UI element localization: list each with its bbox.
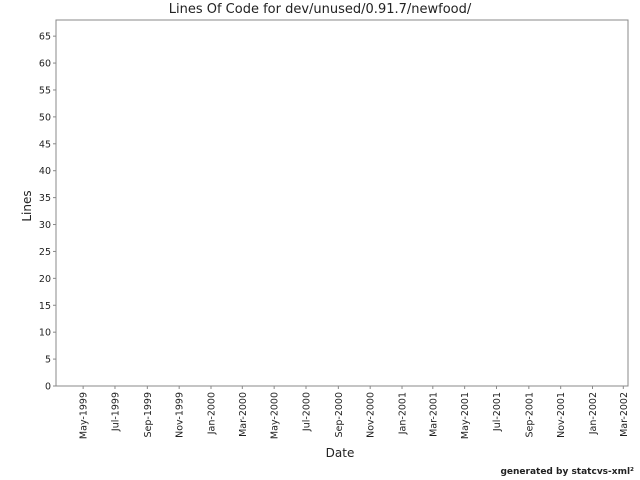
x-tick-label: Jan-2001 [398, 392, 409, 435]
y-axis-title: Lines [20, 190, 34, 221]
x-tick-label: Mar-2001 [428, 392, 439, 437]
y-tick-label: 65 [39, 32, 51, 43]
y-tick-label: 30 [39, 220, 51, 231]
y-tick-label: 5 [45, 355, 51, 366]
x-tick-label: Mar-2002 [619, 392, 630, 437]
x-tick-label: Jan-2000 [207, 392, 218, 435]
x-tick-label: Nov-1999 [175, 392, 186, 438]
footer-credit: generated by statcvs-xml² [500, 467, 634, 477]
x-axis-ticks: May-1999 Jul-1999 Sep-1999 Nov-1999 Jan-2000… [79, 386, 630, 439]
y-tick-label: 0 [45, 382, 51, 393]
x-tick-label: Jul-1999 [110, 392, 121, 432]
y-tick-label: 15 [39, 301, 51, 312]
x-tick-label: Jul-2000 [301, 392, 312, 432]
x-tick-label: Nov-2001 [556, 392, 567, 438]
y-tick-label: 40 [39, 166, 51, 177]
y-tick-label: 35 [39, 193, 51, 204]
y-tick-label: 10 [39, 328, 51, 339]
x-tick-label: May-2000 [270, 392, 281, 439]
x-tick-label: Sep-2001 [524, 392, 535, 438]
y-tick-label: 60 [39, 59, 51, 70]
x-axis-title: Date [326, 446, 355, 460]
axes [55, 19, 629, 387]
x-tick-label: Jul-2001 [492, 392, 503, 432]
x-tick-label: Mar-2000 [238, 392, 249, 437]
plot-area [55, 19, 629, 387]
x-tick-label: Sep-2000 [334, 392, 345, 438]
y-tick-label: 55 [39, 85, 51, 96]
chart-title: Lines Of Code for dev/unused/0.91.7/newf… [169, 2, 472, 17]
x-tick-label: May-1999 [79, 392, 90, 439]
x-tick-label: May-2001 [460, 392, 471, 439]
x-tick-label: Nov-2000 [366, 392, 377, 438]
x-tick-label: Sep-1999 [143, 392, 154, 438]
x-tick-label: Jan-2002 [588, 392, 599, 435]
y-tick-label: 25 [39, 247, 51, 258]
y-tick-label: 50 [39, 112, 51, 123]
y-axis-ticks: 0 5 10 15 20 25 30 35 40 45 50 55 60 65 [39, 32, 56, 393]
y-tick-label: 45 [39, 139, 51, 150]
y-tick-label: 20 [39, 274, 51, 285]
